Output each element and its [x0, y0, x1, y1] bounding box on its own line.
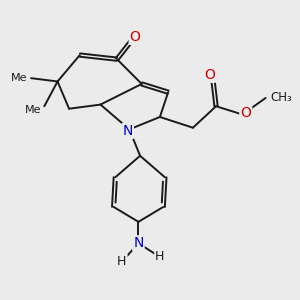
Text: Me: Me [11, 73, 28, 83]
Text: CH₃: CH₃ [271, 92, 292, 104]
Text: N: N [133, 236, 144, 250]
Text: O: O [204, 68, 215, 82]
Text: O: O [130, 30, 141, 44]
Text: N: N [122, 124, 133, 138]
Text: H: H [117, 255, 127, 268]
Text: O: O [240, 106, 251, 120]
Text: H: H [155, 250, 165, 263]
Text: Me: Me [25, 104, 41, 115]
